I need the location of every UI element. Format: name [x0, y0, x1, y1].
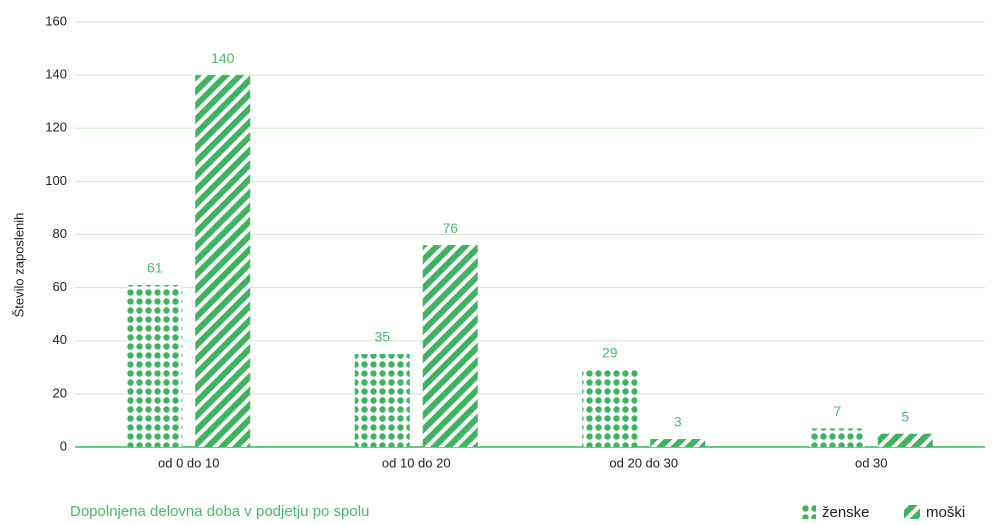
y-tick-label: 40 [53, 332, 67, 347]
bar [354, 354, 410, 447]
value-label: 76 [442, 220, 458, 236]
y-tick-label: 120 [45, 120, 67, 135]
value-label: 61 [147, 260, 163, 276]
bar [809, 428, 865, 447]
x-tick-label: od 0 do 10 [158, 455, 219, 470]
bar [877, 433, 933, 447]
bar [650, 439, 706, 447]
bar [195, 75, 251, 447]
x-tick-label: od 30 [855, 455, 888, 470]
y-tick-label: 140 [45, 67, 67, 82]
bar [582, 369, 638, 447]
legend: ženske moški [800, 504, 965, 521]
y-tick-label: 60 [53, 279, 67, 294]
value-label: 140 [211, 50, 235, 66]
chart-title: Dopolnjena delovna doba v podjetju po sp… [70, 503, 369, 520]
value-label: 3 [674, 414, 682, 430]
y-axis-label: Število zaposlenih [11, 213, 26, 318]
legend-label: moški [926, 504, 965, 521]
legend-swatch [904, 505, 920, 519]
value-label: 35 [374, 329, 390, 345]
value-label: 29 [602, 345, 618, 361]
value-label: 5 [901, 408, 909, 424]
y-tick-label: 100 [45, 173, 67, 188]
bar [127, 284, 183, 447]
y-tick-label: 160 [45, 13, 67, 28]
value-label: 7 [833, 403, 841, 419]
x-tick-label: od 20 do 30 [609, 455, 678, 470]
x-tick-label: od 10 do 20 [382, 455, 451, 470]
bar [422, 245, 478, 447]
legend-swatch [800, 505, 816, 519]
y-tick-label: 80 [53, 226, 67, 241]
y-tick-label: 0 [60, 438, 67, 453]
legend-label: ženske [822, 504, 870, 521]
y-tick-label: 20 [53, 385, 67, 400]
